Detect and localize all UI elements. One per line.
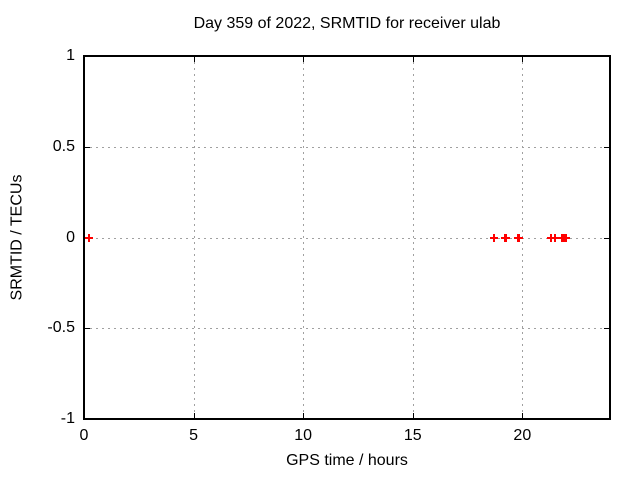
chart-title: Day 359 of 2022, SRMTID for receiver ula…	[193, 15, 501, 32]
data-point-marker	[490, 234, 498, 242]
data-point-marker	[551, 234, 559, 242]
data-point-marker	[515, 234, 523, 242]
x-tick-label: 0	[79, 427, 89, 444]
x-tick-label: 10	[294, 427, 313, 444]
x-tick-label: 20	[513, 427, 532, 444]
y-tick-label: 1	[66, 47, 75, 64]
x-tick-label: 5	[189, 427, 199, 444]
x-axis-label: GPS time / hours	[286, 452, 408, 469]
y-tick-label: -1	[60, 410, 75, 427]
y-tick-label: -0.5	[47, 319, 75, 337]
data-point-marker	[502, 234, 510, 242]
plot-border	[83, 55, 611, 420]
x-tick-label: 15	[403, 427, 422, 444]
y-tick-label: 0.5	[52, 137, 75, 155]
data-point-marker	[85, 234, 93, 242]
y-tick-label: 0	[66, 228, 75, 246]
data-point-marker	[562, 234, 570, 242]
